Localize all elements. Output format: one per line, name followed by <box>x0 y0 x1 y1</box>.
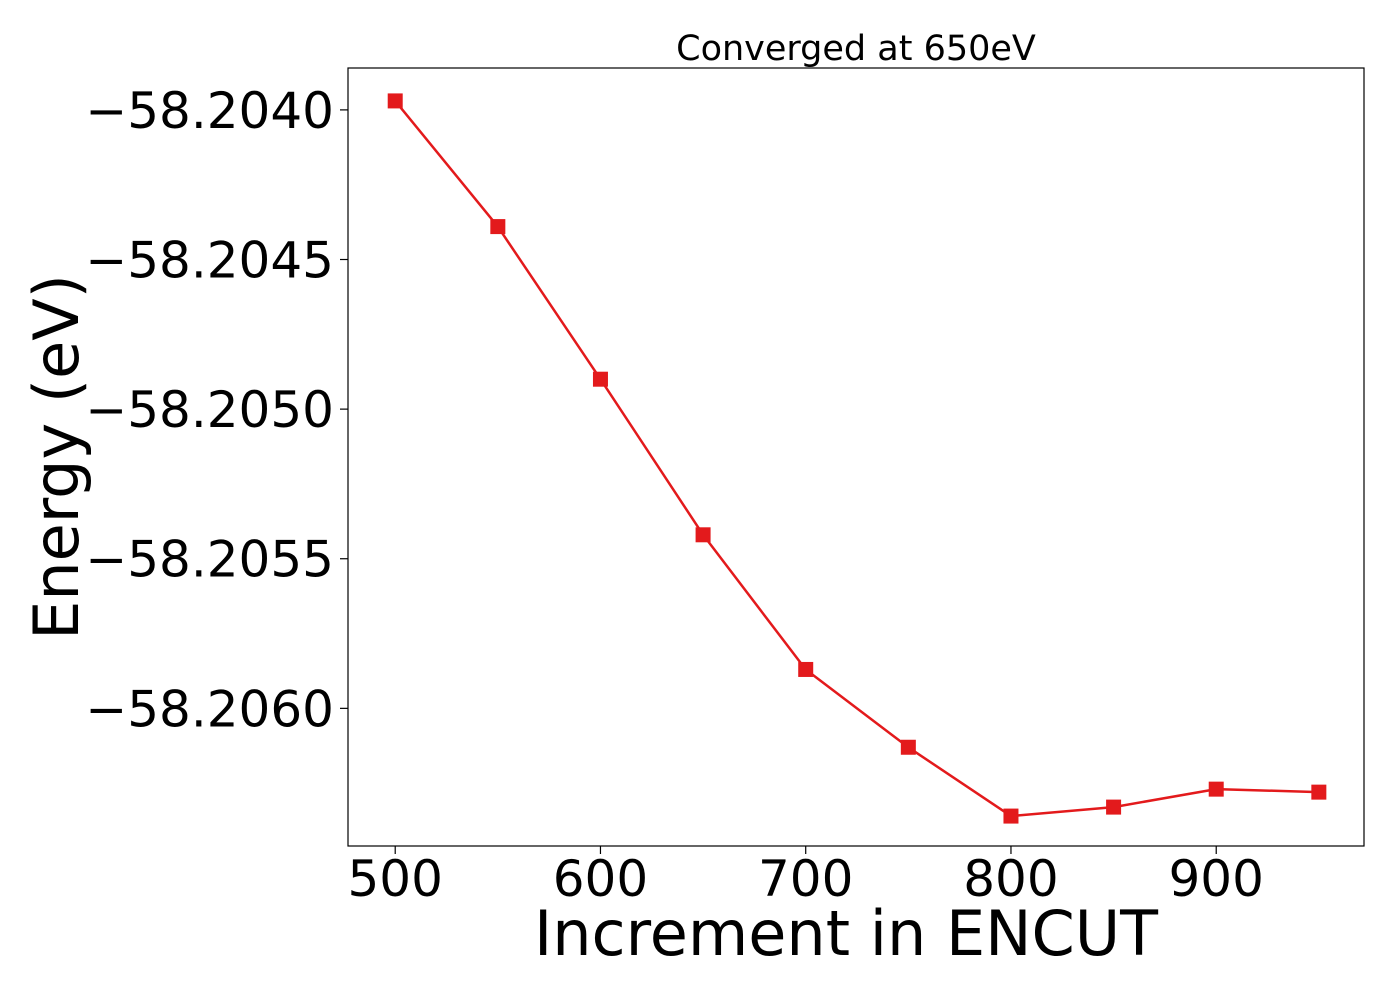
data-point <box>1106 799 1122 815</box>
x-tick-label: 700 <box>758 850 853 908</box>
series-line <box>394 100 1319 818</box>
y-axis-label: Energy (eV) <box>20 274 93 640</box>
chart-title: Converged at 650eV <box>676 29 1036 69</box>
y-tick-label: −58.2040 <box>85 82 334 140</box>
data-point <box>592 371 608 387</box>
y-tick-label: −58.2050 <box>85 381 334 439</box>
data-point <box>387 93 403 109</box>
plot-frame <box>347 67 1365 847</box>
x-tick-label: 500 <box>347 850 442 908</box>
series-layer <box>387 93 1327 824</box>
plot-area <box>347 67 1365 847</box>
data-point <box>1003 808 1019 824</box>
x-tick-label: 900 <box>1168 850 1263 908</box>
y-tick-label: −58.2045 <box>85 232 334 290</box>
data-point <box>490 219 506 235</box>
data-point <box>798 661 814 677</box>
y-tick-label: −58.2055 <box>85 531 334 589</box>
x-axis: 500 600 700 800 900 <box>347 846 1264 908</box>
x-tick-label: 800 <box>963 850 1058 908</box>
data-point <box>695 527 711 543</box>
y-tick-label: −58.2060 <box>85 680 334 738</box>
data-point <box>1208 781 1224 797</box>
x-axis-label: Increment in ENCUT <box>534 897 1159 970</box>
data-point <box>1311 784 1327 800</box>
x-tick-label: 600 <box>553 850 648 908</box>
data-point <box>900 739 916 755</box>
y-axis: −58.2040 −58.2045 −58.2050 −58.2055 −58.2060 <box>85 82 348 738</box>
